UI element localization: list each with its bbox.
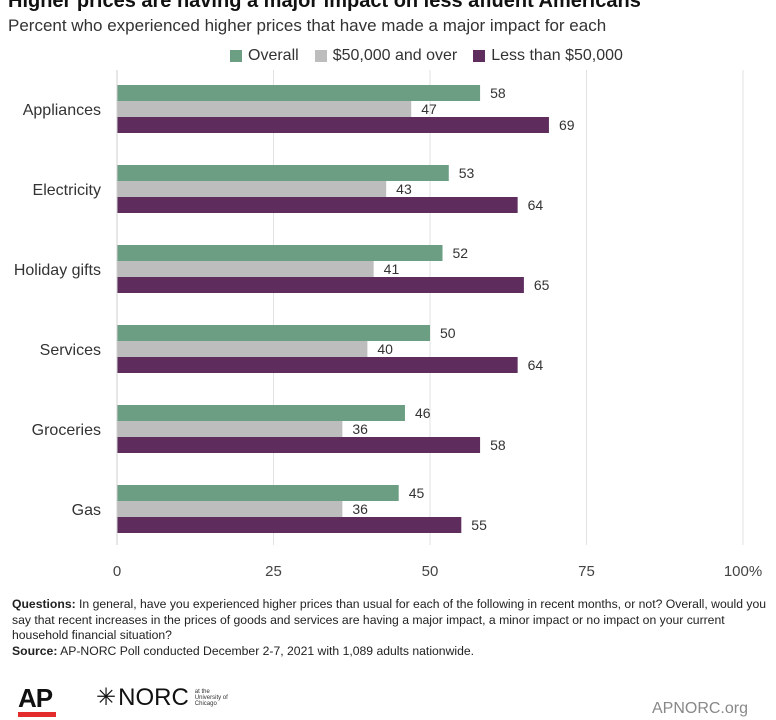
norc-logo-subtext: at the University of Chicago [194,688,228,707]
bar-5-0 [117,485,399,501]
bar-3-0 [117,325,430,341]
bar-value-label-3-1: 40 [377,341,393,357]
bar-chart: 0 25 50 75 100% Appliances 58 47 69 Electricity 53… [14,70,762,580]
bar-value-label-1-1: 43 [396,181,412,197]
bar-2-2 [117,277,524,293]
x-tick-label-0: 0 [113,563,121,580]
questions-label: Questions: [12,597,76,611]
chart-notes: Questions: In general, have you experien… [12,597,767,659]
norc-star-icon: ✳ [96,684,117,711]
bar-value-label-0-1: 47 [421,101,437,117]
x-tick-label-3: 75 [578,563,595,580]
legend-label-overall: Overall [248,47,299,64]
bar-value-label-4-2: 58 [490,437,506,453]
bar-1-2 [117,197,518,213]
bar-value-label-2-2: 65 [534,277,550,293]
legend-swatch-over-50k [314,50,327,62]
bar-0-2 [117,117,549,133]
bar-2-1 [117,261,374,277]
bar-value-label-5-0: 45 [409,485,425,501]
legend-swatch-overall [230,50,242,62]
ap-logo-bar [18,712,56,717]
category-label-5: Gas [72,502,101,519]
bar-value-label-2-0: 52 [453,245,469,261]
questions-note: Questions: In general, have you experien… [12,597,767,644]
legend-item-under-50k: Less than $50,000 [473,47,623,65]
bar-value-label-1-0: 53 [459,165,475,181]
bar-4-0 [117,405,405,421]
site-url: APNORC.org [651,700,748,717]
category-label-4: Groceries [32,422,101,439]
x-tick-label-2: 50 [422,563,439,580]
bar-0-1 [117,101,412,117]
bar-value-label-0-0: 58 [490,85,506,101]
source-label: Source: [12,643,58,658]
legend-swatch-under-50k [473,50,486,62]
bar-value-label-3-2: 64 [528,357,544,373]
legend-item-overall: Overall [230,47,299,65]
norc-logo: ✳ NORC at the University of Chicago [96,683,235,712]
source-text: AP-NORC Poll conducted December 2-7, 202… [60,643,475,658]
source-note: Source: AP-NORC Poll conducted December … [12,644,767,660]
bar-4-1 [117,421,343,437]
bar-value-label-4-0: 46 [415,405,431,421]
chart-title: Higher prices are having a major impact … [8,0,641,12]
bar-4-2 [117,437,481,453]
bar-value-label-1-2: 64 [528,197,544,213]
bar-2-0 [117,245,443,261]
x-tick-label-1: 25 [265,563,282,580]
bar-value-label-5-2: 55 [471,517,487,533]
bar-0-0 [117,85,481,101]
legend-label-over-50k: $50,000 and over [332,47,458,64]
bar-value-label-3-0: 50 [440,325,456,341]
bar-1-0 [117,165,449,181]
bar-value-label-4-1: 36 [352,421,368,437]
category-label-1: Electricity [33,182,101,199]
bar-5-2 [117,517,462,533]
chart-subtitle: Percent who experienced higher prices th… [8,16,607,35]
category-label-3: Services [40,342,101,359]
bar-3-2 [117,357,518,373]
legend-item-over-50k: $50,000 and over [314,47,458,65]
legend: Overall $50,000 and over Less than $50,0… [230,47,623,65]
category-label-0: Appliances [23,102,101,119]
bar-5-1 [117,501,343,517]
x-tick-label-4: 100% [724,563,762,580]
bar-value-label-5-1: 36 [352,501,368,517]
bar-value-label-0-2: 69 [559,117,575,133]
bar-3-1 [117,341,368,357]
category-label-2: Holiday gifts [14,262,101,279]
ap-logo: AP [18,683,53,713]
legend-label-under-50k: Less than $50,000 [491,47,623,64]
bar-1-1 [117,181,387,197]
norc-logo-text: NORC [118,683,189,711]
bar-value-label-2-1: 41 [384,261,400,277]
questions-text: In general, have you experienced higher … [12,597,767,642]
